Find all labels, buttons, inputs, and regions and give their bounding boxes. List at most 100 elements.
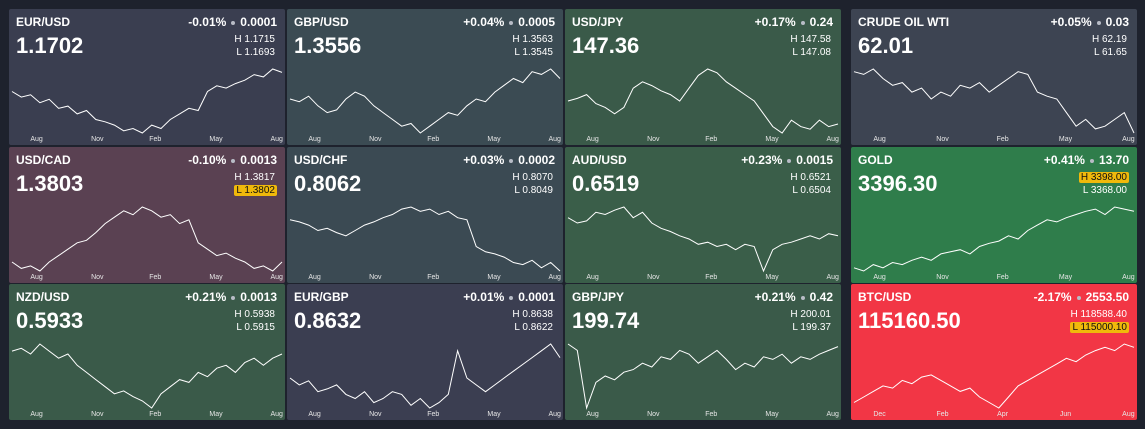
price: 115160.50 — [858, 308, 961, 333]
low: L 3368.00 — [1081, 185, 1129, 196]
separator-dot — [509, 295, 514, 300]
change-absolute: 0.0005 — [518, 15, 555, 29]
low-prefix: L — [514, 322, 520, 333]
month-label: Feb — [997, 136, 1009, 143]
month-label: Apr — [997, 411, 1009, 418]
month-label: Aug — [826, 411, 839, 418]
ticker-tile[interactable]: EUR/GBP +0.01% 0.0001 0.8632 H 0.8638 L 0.862… — [287, 284, 563, 420]
month-label: Feb — [149, 136, 161, 143]
sparkline — [289, 206, 561, 272]
separator-dot — [800, 295, 805, 300]
ticker-tile[interactable]: USD/CHF +0.03% 0.0002 0.8062 H 0.8070 L 0.804… — [287, 147, 563, 283]
ticker-tile[interactable]: AUD/USD +0.23% 0.0015 0.6519 H 0.6521 L 0.650… — [565, 147, 841, 283]
month-label: Aug — [1122, 411, 1135, 418]
low: L 0.6504 — [790, 185, 833, 196]
month-label: Nov — [647, 274, 660, 281]
symbol: AUD/USD — [572, 153, 627, 167]
symbol: USD/JPY — [572, 15, 624, 29]
high-prefix: H — [790, 34, 798, 45]
change-percent: -0.01% — [188, 15, 227, 29]
ticker-tile[interactable]: CRUDE OIL WTI +0.05% 0.03 62.01 H 62.19 L 61.… — [851, 9, 1137, 145]
change: +0.23% 0.0015 — [741, 153, 833, 167]
separator-dot — [1096, 20, 1101, 25]
low: L 0.5915 — [234, 322, 277, 333]
month-label: May — [1059, 136, 1073, 143]
high-value: 0.6521 — [800, 172, 831, 183]
separator-dot — [231, 158, 236, 163]
sparkline-chart: Aug Nov Feb May Aug — [853, 206, 1135, 281]
high: H 1.3563 — [510, 34, 555, 45]
low-value: 199.37 — [800, 322, 831, 333]
ticker-tile[interactable]: EUR/USD -0.01% 0.0001 1.1702 H 1.1715 L 1.169… — [9, 9, 285, 145]
change: -0.10% 0.0013 — [188, 153, 277, 167]
month-label: Aug — [270, 136, 283, 143]
month-label: May — [765, 136, 779, 143]
low-value: 0.8622 — [522, 322, 553, 333]
low: L 1.1693 — [234, 47, 277, 58]
month-label: Aug — [586, 274, 599, 281]
ticker-tile[interactable]: GBP/JPY +0.21% 0.42 199.74 H 200.01 L 199.37 A… — [565, 284, 841, 420]
ticker-tile[interactable]: USD/CAD -0.10% 0.0013 1.3803 H 1.3817 L 1.380… — [9, 147, 285, 283]
high: H 1.3817 — [232, 172, 277, 183]
ticker-tile[interactable]: BTC/USD -2.17% 2553.50 115160.50 H 118588.40… — [851, 284, 1137, 420]
symbol: CRUDE OIL WTI — [858, 15, 950, 29]
sparkline — [567, 206, 839, 273]
month-label: Feb — [705, 274, 717, 281]
change: +0.17% 0.24 — [755, 15, 833, 29]
change: +0.21% 0.42 — [755, 290, 833, 304]
separator-dot — [509, 158, 514, 163]
ticker-tile[interactable]: NZD/USD +0.21% 0.0013 0.5933 H 0.5938 L 0.591… — [9, 284, 285, 420]
high-prefix: H — [234, 34, 242, 45]
low-prefix: L — [1093, 47, 1100, 58]
month-label: Aug — [270, 411, 283, 418]
high: H 62.19 — [1090, 34, 1129, 45]
high-prefix: H — [234, 309, 242, 320]
ticker-tile[interactable]: GOLD +0.41% 13.70 3396.30 H 3398.00 L 3368.00… — [851, 147, 1137, 283]
month-label: May — [209, 136, 223, 143]
high-value: 147.58 — [800, 34, 831, 45]
price: 1.3803 — [16, 171, 84, 196]
change-absolute: 0.0013 — [240, 153, 277, 167]
sparkline — [567, 68, 839, 134]
low-prefix: L — [792, 322, 798, 333]
high-prefix: H — [512, 309, 520, 320]
low-value: 1.3802 — [244, 185, 275, 196]
month-label: Nov — [369, 411, 382, 418]
ticker-tile[interactable]: GBP/USD +0.04% 0.0005 1.3556 H 1.3563 L 1.354… — [287, 9, 563, 145]
high: H 200.01 — [788, 309, 833, 320]
symbol: EUR/USD — [16, 15, 71, 29]
ticker-tile[interactable]: USD/JPY +0.17% 0.24 147.36 H 147.58 L 147.08 A… — [565, 9, 841, 145]
sparkline — [11, 206, 283, 272]
high-value: 0.8070 — [522, 172, 553, 183]
month-label: Feb — [997, 274, 1009, 281]
separator-dot — [1076, 295, 1081, 300]
change-percent: +0.21% — [185, 290, 227, 304]
month-label: Aug — [30, 411, 43, 418]
symbol: GBP/USD — [294, 15, 349, 29]
month-label: Aug — [548, 274, 561, 281]
high-prefix: H — [1080, 172, 1089, 183]
sparkline-chart: Aug Nov Feb May Aug — [11, 343, 283, 418]
separator-dot — [231, 295, 236, 300]
month-label: Feb — [427, 274, 439, 281]
change-percent: +0.21% — [754, 290, 796, 304]
low-value: 0.8049 — [522, 185, 553, 196]
month-label: Feb — [705, 411, 717, 418]
month-label: Feb — [149, 274, 161, 281]
change-absolute: 0.0001 — [518, 290, 555, 304]
price: 1.1702 — [16, 33, 84, 58]
month-label: Aug — [873, 274, 886, 281]
symbol: GBP/JPY — [572, 290, 625, 304]
high-value: 118588.40 — [1080, 309, 1127, 320]
month-label: Feb — [427, 136, 439, 143]
high: H 3398.00 — [1078, 172, 1129, 183]
high-value: 0.8638 — [522, 309, 553, 320]
month-label: Nov — [369, 136, 382, 143]
sparkline — [289, 343, 561, 409]
sparkline-chart: Aug Nov Feb May Aug — [567, 68, 839, 143]
change: +0.21% 0.0013 — [185, 290, 277, 304]
symbol: BTC/USD — [858, 290, 912, 304]
month-label: Nov — [647, 136, 660, 143]
change: -2.17% 2553.50 — [1034, 290, 1129, 304]
